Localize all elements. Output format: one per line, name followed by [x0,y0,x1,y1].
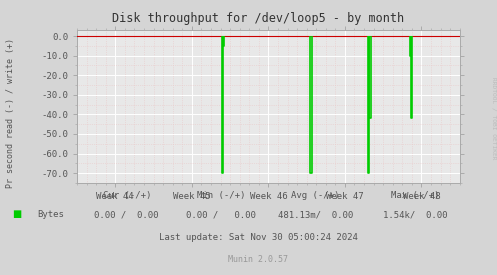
Text: 0.00 /  0.00: 0.00 / 0.00 [94,210,159,219]
Text: Min (-/+): Min (-/+) [197,191,246,200]
Text: Pr second read (-) / write (+): Pr second read (-) / write (+) [6,38,15,188]
Text: 1.54k/  0.00: 1.54k/ 0.00 [383,210,447,219]
Text: Munin 2.0.57: Munin 2.0.57 [229,255,288,264]
Text: 0.00 /   0.00: 0.00 / 0.00 [186,210,256,219]
Text: Last update: Sat Nov 30 05:00:24 2024: Last update: Sat Nov 30 05:00:24 2024 [159,233,358,242]
Text: Bytes: Bytes [37,210,64,219]
Text: Cur (-/+): Cur (-/+) [102,191,151,200]
Text: Disk throughput for /dev/loop5 - by month: Disk throughput for /dev/loop5 - by mont… [112,12,405,25]
Text: RRDTOOL / TOBI OETIKER: RRDTOOL / TOBI OETIKER [491,77,496,160]
Text: Avg (-/+): Avg (-/+) [291,191,340,200]
Text: Max (-/+): Max (-/+) [391,191,439,200]
Text: ■: ■ [12,210,22,219]
Text: 481.13m/  0.00: 481.13m/ 0.00 [278,210,353,219]
